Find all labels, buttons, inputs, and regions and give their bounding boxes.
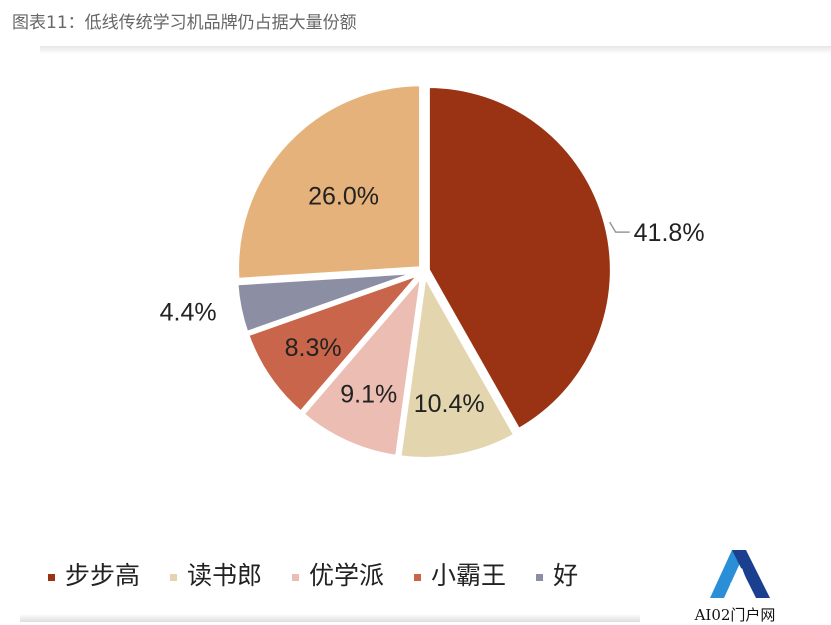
data-label: 10.4% [414,390,485,418]
pie-slice [299,268,426,460]
legend-item: 读书郎 [170,556,262,592]
legend-swatch [536,573,544,581]
legend-swatch [48,573,55,581]
watermark-text: AI02门户网 [694,606,776,624]
legend-item: 步步高 [48,556,140,592]
watermark-logo: AI02门户网 [680,548,790,625]
legend-item: 好 [536,556,578,592]
pie-slice [235,82,424,282]
pie-slice [397,268,519,461]
legend: 步步高 读书郎 优学派 小霸王 好 [48,556,630,592]
divider [20,614,640,622]
legend-label: 小霸王 [431,561,507,590]
data-label: 26.0% [308,182,379,210]
data-label: 41.8% [634,219,705,247]
legend-label: 读书郎 [187,561,263,590]
data-label: 9.1% [340,380,397,408]
data-label: 8.3% [285,334,342,362]
legend-label: 步步高 [65,561,141,590]
chart-title: 图表11：低线传统学习机品牌仍占据大量份额 [12,13,357,33]
legend-swatch [170,573,178,581]
data-label: 4.4% [160,299,217,327]
leader-line [609,221,630,233]
logo-a-icon [710,550,770,598]
legend-item: 小霸王 [414,556,506,592]
legend-swatch [292,573,300,581]
pie-slice [244,268,428,416]
legend-item: 优学派 [292,556,384,592]
divider [40,46,831,54]
pie-slice [425,83,614,433]
legend-swatch [414,573,422,581]
pie-slice [234,269,421,336]
legend-label: 好 [553,561,579,590]
legend-label: 优学派 [309,561,385,590]
